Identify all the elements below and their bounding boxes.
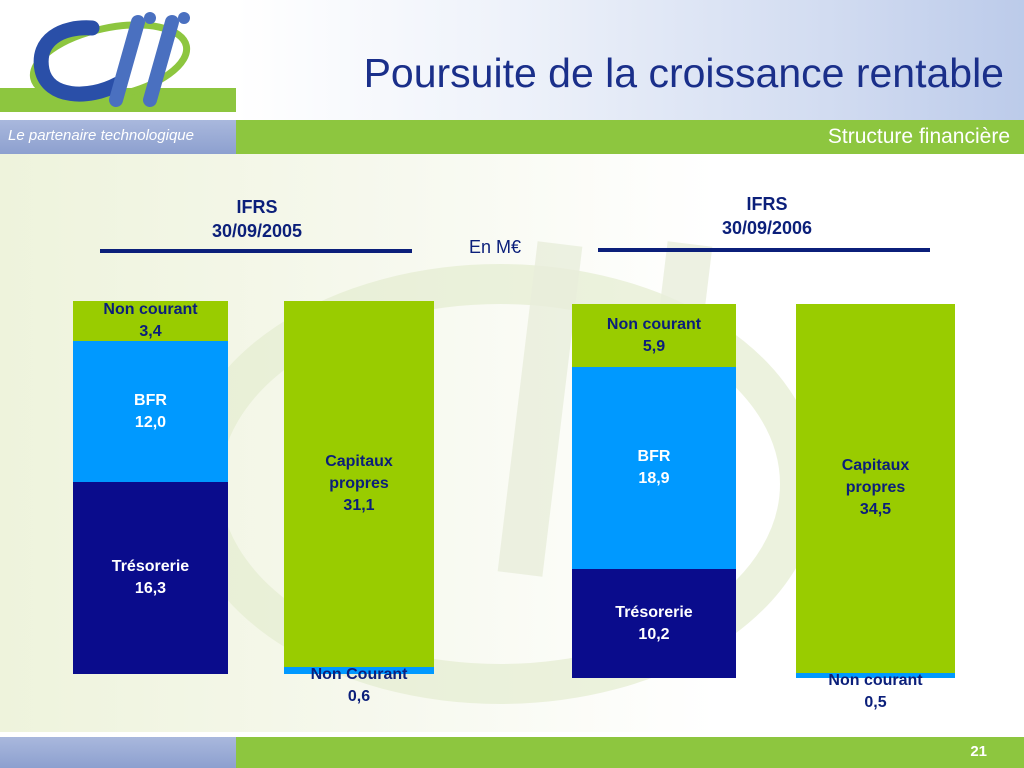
bar-segment	[73, 482, 228, 674]
bar-segment	[796, 672, 955, 678]
tagline: Le partenaire technologique	[8, 127, 194, 144]
segment-name: Trésorerie	[111, 558, 190, 576]
segment-name: Trésorerie	[615, 603, 693, 621]
segment-value: 18,9	[638, 470, 670, 488]
segment-name: Non courant	[828, 671, 923, 689]
segment-name: Non courant	[606, 315, 702, 333]
chart-2-heading: IFRS 30/09/2006	[667, 192, 867, 240]
bar-segment	[796, 304, 955, 673]
chart-1-heading-line2: 30/09/2005	[211, 221, 303, 241]
bar-segment	[73, 301, 228, 341]
logo-area	[0, 0, 236, 120]
bar-segment	[284, 301, 434, 667]
segment-name: BFR	[134, 391, 167, 409]
segment-value: 0,5	[864, 693, 887, 711]
bar-segment-label: BFR 12,0	[68, 390, 233, 434]
header-background	[236, 0, 1024, 120]
segment-name: Non courant	[103, 301, 198, 318]
bar-segment	[284, 666, 434, 674]
chart-1-heading: IFRS 30/09/2005	[157, 195, 357, 243]
segment-value: 0,6	[347, 687, 371, 705]
chart-1-heading-line1: IFRS	[236, 197, 278, 217]
segment-name: BFR	[637, 448, 671, 466]
chart-2-heading-rule	[598, 248, 930, 252]
bar-segment	[73, 341, 228, 483]
unit-label: En M€	[468, 237, 522, 257]
segment-value: 10,2	[638, 625, 670, 643]
segment-name: Capitaux propres	[841, 457, 910, 497]
segment-name: Non Courant	[310, 665, 408, 683]
segment-value: 16,3	[134, 580, 167, 598]
bar-segment-label: BFR 18,9	[567, 446, 741, 490]
bar-segment-label: Trésorerie 10,2	[567, 602, 741, 646]
segment-value: 34,5	[859, 501, 892, 519]
bar-segment-label: Non courant 5,9	[567, 314, 741, 358]
chart-1-heading-rule	[100, 249, 412, 253]
footer-left-bar	[0, 737, 236, 768]
page-title: Poursuite de la croissance rentable	[363, 50, 1004, 96]
section-bar: Structure financière	[236, 120, 1024, 154]
segment-value: 3,4	[139, 323, 162, 340]
bar-segment-label: Non courant 3,4	[68, 299, 233, 343]
bar-segment	[572, 569, 736, 678]
segment-value: 5,9	[642, 337, 666, 355]
bar-segment-label: Trésorerie 16,3	[68, 556, 233, 600]
bar-segment-label: Non Courant 0,6	[279, 664, 439, 708]
chart-2-heading-line2: 30/09/2006	[721, 218, 813, 238]
footer-bar: 21	[236, 737, 1024, 768]
chart-2-heading-line1: IFRS	[746, 194, 788, 214]
segment-value: 12,0	[134, 413, 167, 431]
section-title: Structure financière	[827, 125, 1010, 148]
tagline-bar: Le partenaire technologique	[0, 120, 236, 154]
company-logo	[29, 12, 191, 107]
bar-segment-label: Capitaux propres 31,1	[314, 451, 404, 517]
segment-value: 31,1	[343, 496, 375, 514]
bar-segment	[572, 367, 736, 569]
page-number: 21	[970, 743, 987, 760]
bar-segment	[572, 304, 736, 368]
bar-segment-label: Capitaux propres 34,5	[831, 455, 921, 521]
segment-name: Capitaux propres	[325, 452, 393, 492]
bar-segment-label: Non courant 0,5	[791, 670, 960, 714]
